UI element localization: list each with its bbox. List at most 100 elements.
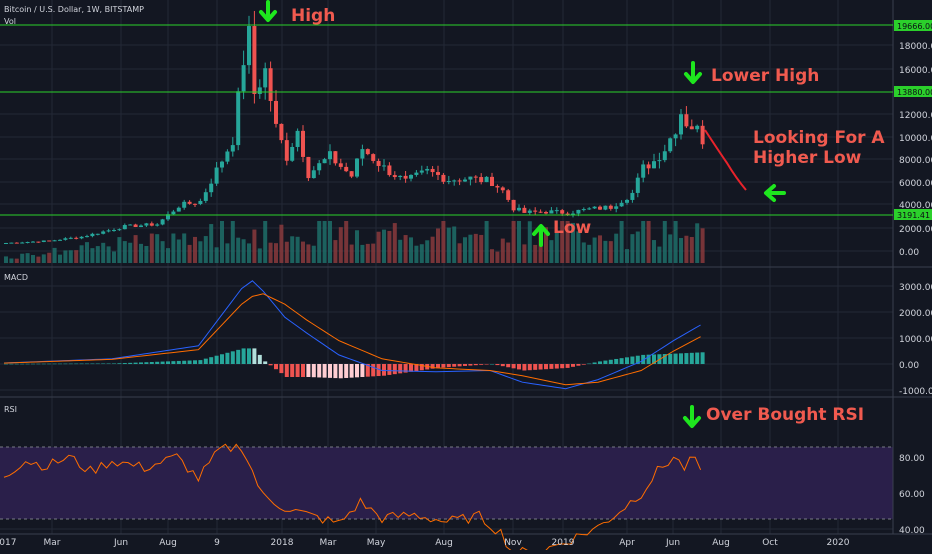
macd-histogram-bar [112,363,116,364]
volume-bar [47,252,52,263]
candle-body [295,130,300,147]
time-tick-label: Mar [44,538,61,548]
macd-histogram-bar [311,364,316,378]
candle-body [247,26,251,66]
candle-body [495,186,500,188]
rsi-axis: 80.00 60.00 40.00 [899,454,925,536]
time-axis: 2017 Mar Jun Aug 9 2018 Mar May Aug Nov … [0,538,850,548]
volume-bar [311,245,316,263]
macd-histogram-bar [495,364,500,366]
candle-body [112,230,116,232]
time-tick-label: 2020 [827,538,850,548]
macd-histogram [4,348,705,379]
candle-body [317,163,322,171]
macd-histogram-bar [571,364,575,367]
candle-body [409,174,413,179]
macd-histogram-bar [4,363,8,365]
volume-bar [4,256,8,263]
candle-body [630,192,635,200]
volume-bar [63,250,68,263]
macd-histogram-bar [387,364,392,375]
macd-histogram-bar [128,362,133,364]
annotation-lower-high: Lower High [711,66,819,86]
volume-bar [225,243,230,263]
volume-bar [549,240,554,263]
candle-body [95,233,100,235]
macd-histogram-bar [398,364,403,374]
candle-body [457,180,462,182]
macd-histogram-bar [506,364,511,368]
macd-tick-label: 2000.00 [899,309,932,319]
candle-body [571,213,575,216]
macd-histogram-bar [371,364,376,377]
candle-body [263,68,268,88]
rsi-tick-label: 80.00 [899,454,925,464]
volume-bar [652,240,656,263]
candle-body [90,233,95,237]
macd-histogram-bar [560,364,565,369]
macd-histogram-bar [598,361,602,364]
macd-histogram-bar [360,364,365,377]
volume-bar [85,242,89,263]
volume-bar [230,221,235,263]
candle-body [149,223,154,226]
volume-bar [414,245,419,263]
candle-body [446,181,451,183]
macd-histogram-bar [20,363,25,365]
time-tick-label: Aug [435,538,453,548]
macd-histogram-bar [149,362,154,364]
rsi-label: RSI [4,405,17,414]
volume-bar [52,247,57,263]
price-tick-label: 6000.00 [899,179,932,189]
candle-body [209,183,214,193]
candle-body [517,207,521,211]
candle-body [581,209,586,211]
macd-histogram-bar [31,363,35,365]
candle-body [74,237,79,239]
volume-bar [587,244,592,263]
price-tick-label: 16000.00 [899,66,932,76]
macd-histogram-bar [220,354,224,364]
volume-bar [241,239,246,263]
macd-histogram-bar [214,355,219,364]
macd-histogram-bar [673,353,678,364]
candle-body [333,151,338,164]
volume-bar [101,242,106,263]
candle-body [214,167,219,184]
level-tag-mid [894,86,932,97]
macd-histogram-bar [646,354,651,364]
volume-bar [338,227,343,263]
volume-bar [79,245,84,263]
candle-body [101,231,106,234]
volume-bar [689,237,694,263]
volume-bar [31,255,35,263]
price-tick-label: 10000.00 [899,134,932,144]
volume-bar [58,254,62,263]
volume-bar [263,221,268,263]
candle-body [565,213,570,216]
volume-bar [700,228,705,263]
macd-histogram-bar [236,349,241,364]
macd-histogram-bar [230,351,235,364]
volume-bar [382,229,386,263]
candle-body [522,207,527,213]
volume-bar [598,235,602,263]
candle-body [700,125,705,145]
macd-histogram-bar [101,363,106,365]
macd-histogram-bar [306,364,311,377]
annotation-looking-line2: Higher Low [753,148,862,168]
candle-body [355,158,359,177]
macd-histogram-bar [544,364,548,370]
arrow-up-low-icon [532,224,550,247]
candle-body [68,237,73,239]
volume-bar [257,248,262,263]
arrow-left-higher-low-icon [764,184,786,202]
macd-histogram-bar [117,363,122,364]
level-tag-low [894,209,932,220]
volume-bar [25,253,30,263]
candle-body [646,164,651,169]
candlesticks [4,10,705,245]
macd-histogram-bar [668,353,673,364]
macd-histogram-bar [95,363,100,365]
